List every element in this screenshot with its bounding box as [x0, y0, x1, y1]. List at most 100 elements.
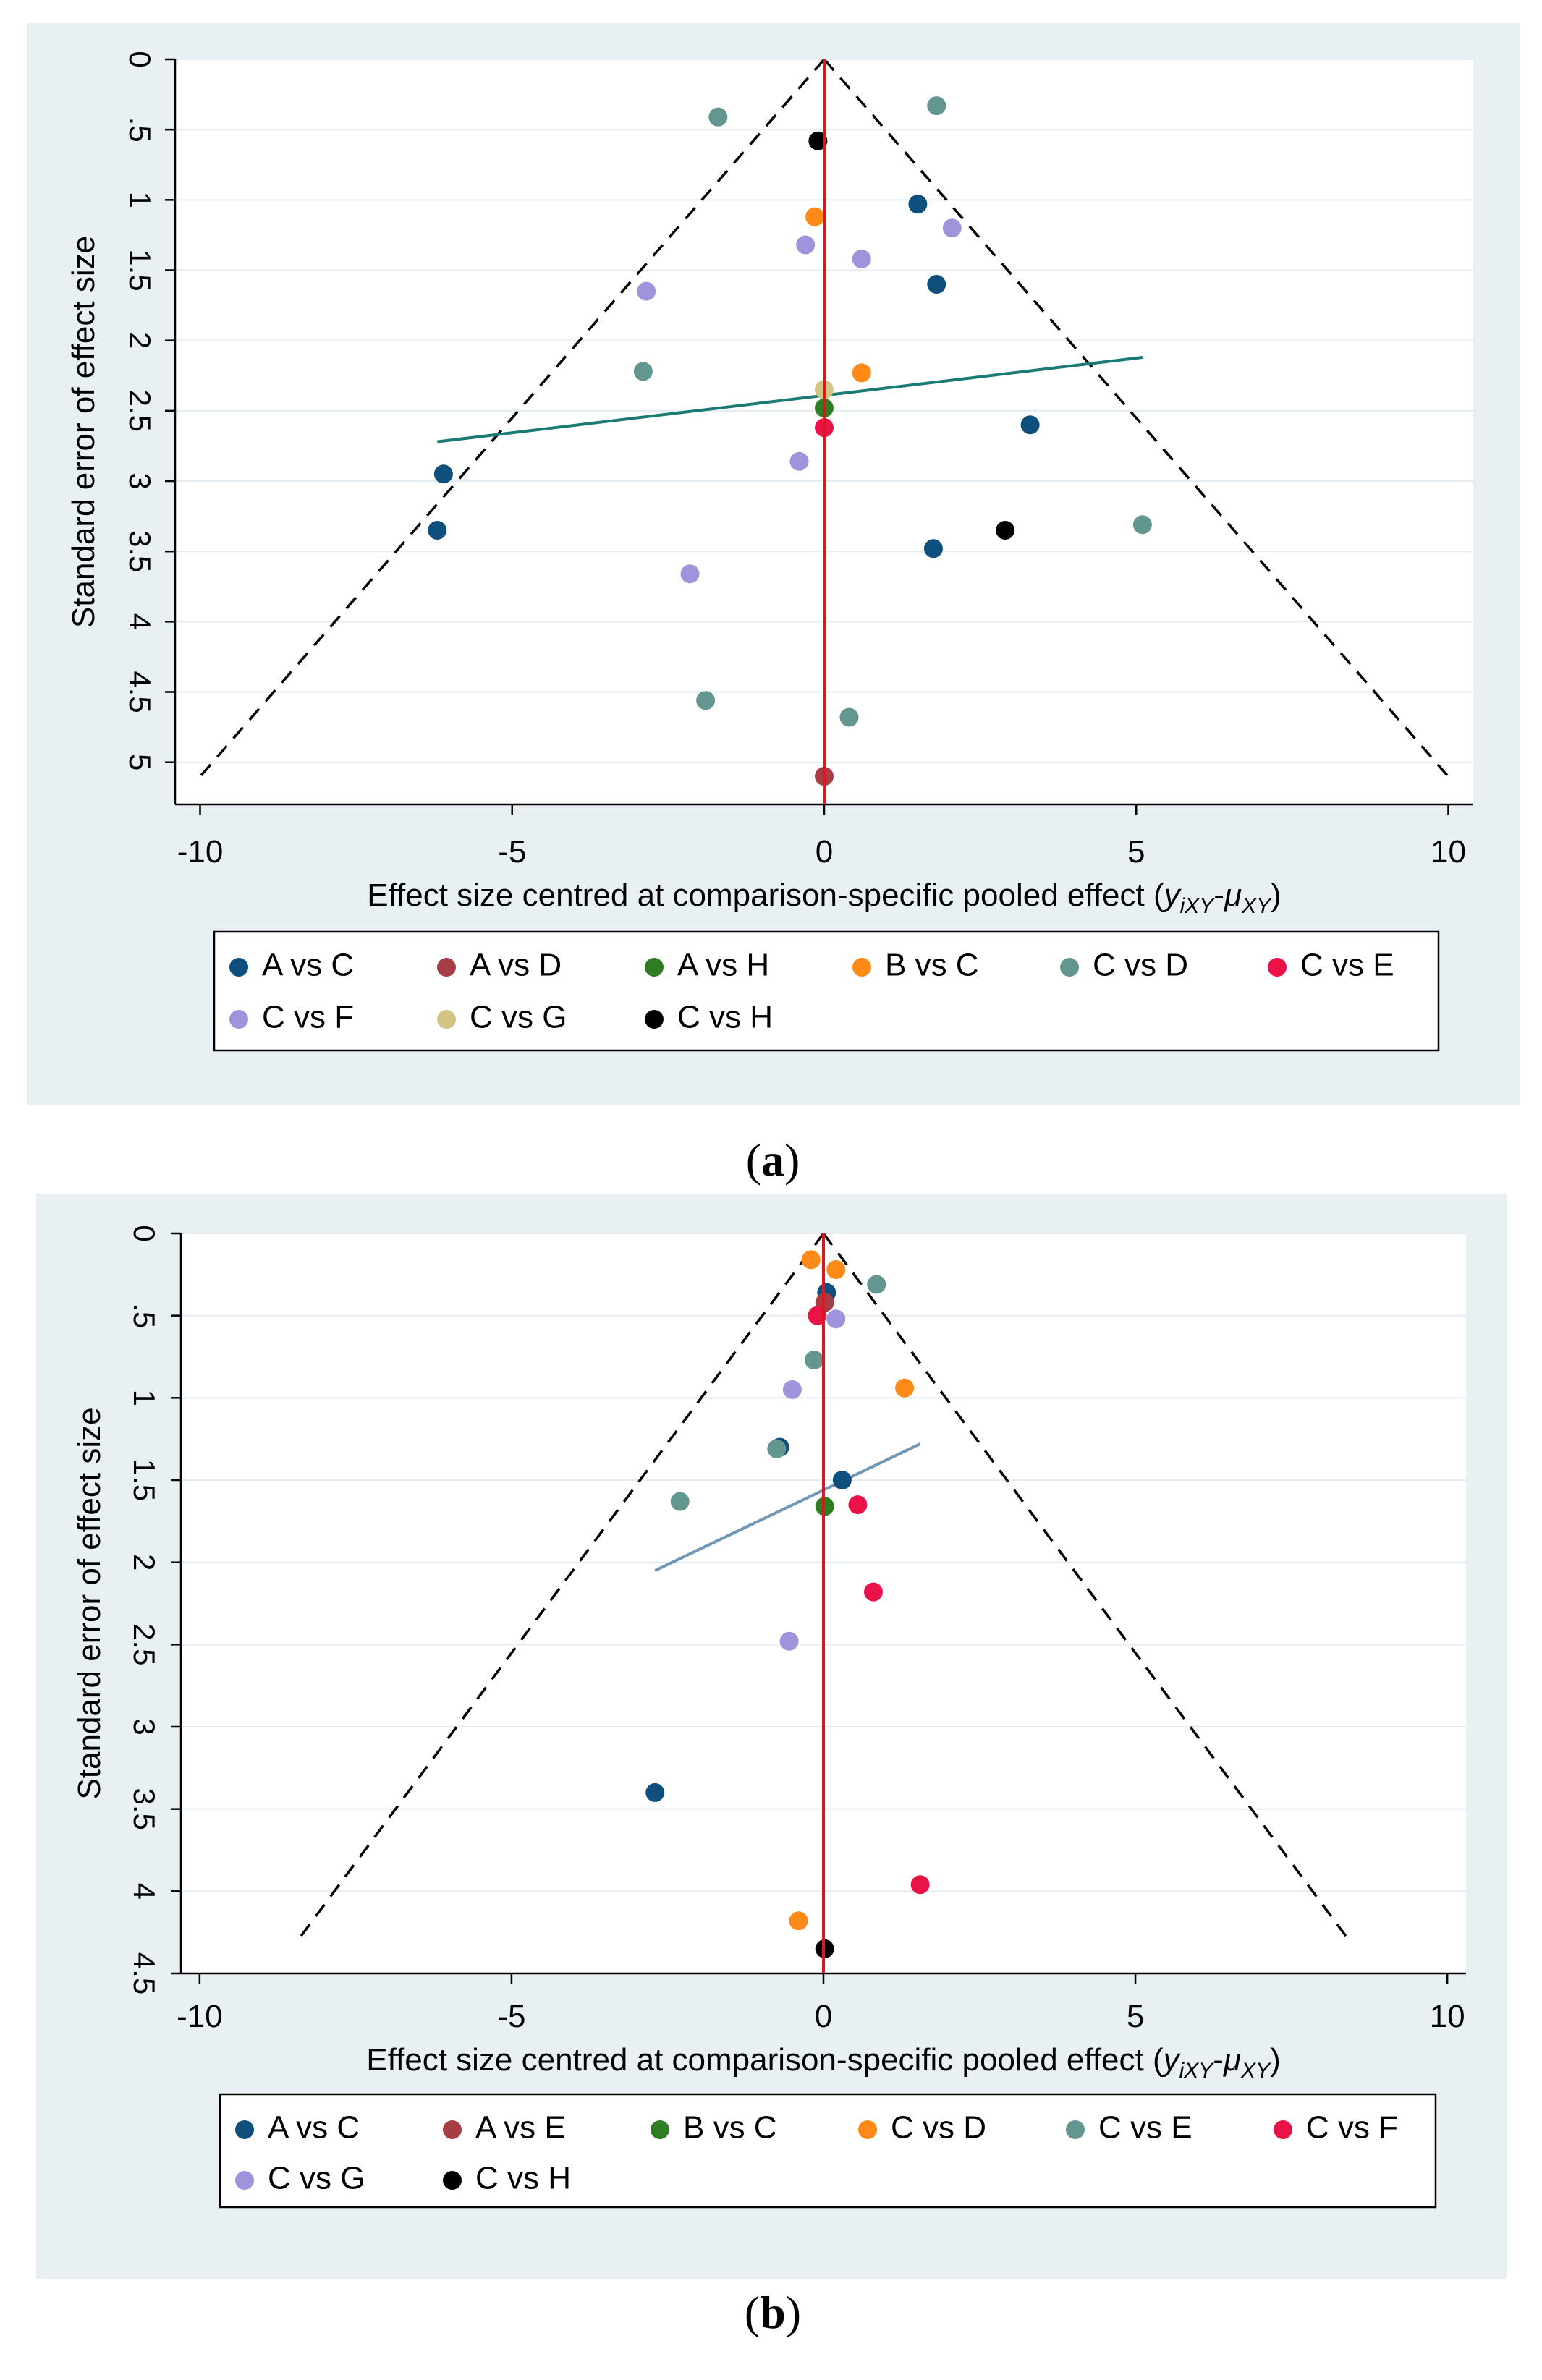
- legend-label: C vs E: [1098, 2110, 1192, 2146]
- x-axis-title-subscript: XY: [1240, 2059, 1271, 2083]
- data-point: [852, 363, 871, 383]
- y-tick-label: 3.5: [127, 1788, 161, 1829]
- x-axis-title-main: Effect size centred at comparison-specif…: [367, 877, 1164, 913]
- data-point: [789, 1911, 808, 1931]
- data-point: [1132, 515, 1152, 535]
- y-tick-label: 0: [123, 51, 157, 67]
- y-tick-label: 3: [127, 1718, 161, 1735]
- x-axis-title-subscript: XY: [1241, 894, 1272, 918]
- panel-caption-close: ): [786, 2287, 801, 2338]
- legend-marker: [443, 2120, 462, 2139]
- y-tick-label: 2: [127, 1554, 161, 1571]
- x-axis-title-minus: -: [1213, 877, 1224, 913]
- data-point: [696, 691, 716, 710]
- legend-label: A vs C: [262, 948, 354, 983]
- x-tick-label: 5: [1127, 834, 1145, 870]
- y-axis-title: Standard error of effect size: [66, 236, 101, 628]
- legend-label: B vs C: [885, 948, 979, 983]
- panel-b: 0 .5 1 1.5 2 2.5 3 3.5 4 4.5 -10 -5 0 5 10 Standard err…: [36, 1194, 1507, 2338]
- x-axis-title-minus: -: [1213, 2042, 1224, 2078]
- legend-marker: [1274, 2120, 1292, 2139]
- legend-label: C vs D: [891, 2110, 986, 2146]
- funnel-left-line: [199, 58, 826, 778]
- data-point: [832, 1471, 852, 1489]
- y-tick-label: .5: [127, 1303, 161, 1328]
- legend-label: C vs H: [677, 1000, 773, 1035]
- legend-label: C vs F: [262, 1000, 354, 1035]
- data-point: [633, 362, 653, 381]
- y-tick-label: 2: [123, 332, 157, 349]
- legend-marker: [229, 958, 248, 977]
- legend-marker: [645, 958, 664, 977]
- data-point: [852, 249, 871, 268]
- data-point: [908, 195, 928, 214]
- legend-label: C vs G: [268, 2161, 365, 2196]
- x-axis-title-close: ): [1270, 2042, 1281, 2078]
- data-point: [789, 451, 809, 471]
- x-tick-label: 0: [815, 1999, 832, 2034]
- x-axis-title-var: y: [1161, 2042, 1182, 2078]
- data-point: [801, 1250, 821, 1270]
- legend-marker: [645, 1010, 664, 1029]
- panel-caption-letter: b: [760, 2287, 786, 2338]
- legend-marker: [852, 958, 871, 977]
- y-tick-label: 2.5: [123, 390, 157, 432]
- x-axis-title-main: Effect size centred at comparison-specif…: [366, 2042, 1164, 2078]
- data-point: [808, 1306, 827, 1325]
- x-axis-title-var: μ: [1224, 877, 1242, 913]
- y-tick-label: 1: [127, 1390, 161, 1406]
- y-tick-label: 5: [123, 754, 157, 770]
- y-tick-label: .5: [123, 117, 157, 143]
- x-tick-label: 0: [816, 834, 833, 870]
- data-point: [433, 464, 453, 484]
- legend-box: [219, 2093, 1437, 2209]
- legend-marker: [235, 2120, 254, 2139]
- panel-caption-open: (: [746, 1134, 761, 1186]
- y-tick-label: 4.5: [123, 671, 157, 713]
- data-point: [826, 1309, 846, 1329]
- data-point: [996, 521, 1015, 540]
- legend-box: [213, 930, 1440, 1052]
- legend-label: A vs H: [677, 948, 769, 983]
- data-point: [867, 1275, 886, 1294]
- panel-caption-letter: a: [761, 1134, 784, 1186]
- regression-line: [654, 1442, 921, 1572]
- legend-label: B vs C: [683, 2110, 777, 2146]
- y-tick-label: 1.5: [123, 249, 157, 291]
- legend-label: C vs F: [1306, 2110, 1398, 2146]
- legend-marker: [437, 1010, 456, 1029]
- data-point: [680, 564, 700, 584]
- legend-label: A vs D: [470, 948, 562, 983]
- x-axis-title-subscript: iXY: [1180, 894, 1216, 918]
- data-point: [779, 1631, 799, 1651]
- legend-marker: [437, 958, 456, 977]
- y-tick-label: 3.5: [123, 530, 157, 572]
- x-tick-label: -5: [497, 1999, 525, 2034]
- y-tick-label: 1.5: [127, 1459, 161, 1501]
- data-point: [767, 1439, 787, 1458]
- data-point: [863, 1582, 883, 1602]
- legend-marker: [235, 2171, 254, 2190]
- x-tick-label: 10: [1431, 834, 1466, 870]
- panel-caption-close: ): [784, 1134, 800, 1186]
- panel-caption: (b): [745, 2287, 801, 2338]
- x-axis-title-subscript: iXY: [1179, 2059, 1215, 2083]
- x-tick-label: 10: [1430, 1999, 1465, 2034]
- data-point: [927, 96, 946, 116]
- legend-label: C vs E: [1300, 948, 1394, 983]
- y-tick-label: 4.5: [127, 1952, 161, 1994]
- panel-caption-open: (: [745, 2287, 760, 2338]
- legend-label: A vs C: [268, 2110, 360, 2146]
- data-point: [805, 1351, 824, 1370]
- panel-a: 0 .5 1 1.5 2 2.5 3 3.5 4 4.5 5 -10 -5 0 5 10 Standard er…: [27, 23, 1520, 1186]
- data-point: [645, 1782, 665, 1802]
- x-tick-label: -5: [498, 834, 526, 870]
- data-point: [895, 1378, 915, 1398]
- legend-marker: [1066, 2120, 1085, 2139]
- data-point: [839, 707, 859, 727]
- legend-label: C vs H: [475, 2161, 571, 2196]
- x-tick-label: -10: [177, 834, 224, 870]
- legend-label: C vs G: [470, 1000, 567, 1035]
- data-point: [637, 281, 656, 301]
